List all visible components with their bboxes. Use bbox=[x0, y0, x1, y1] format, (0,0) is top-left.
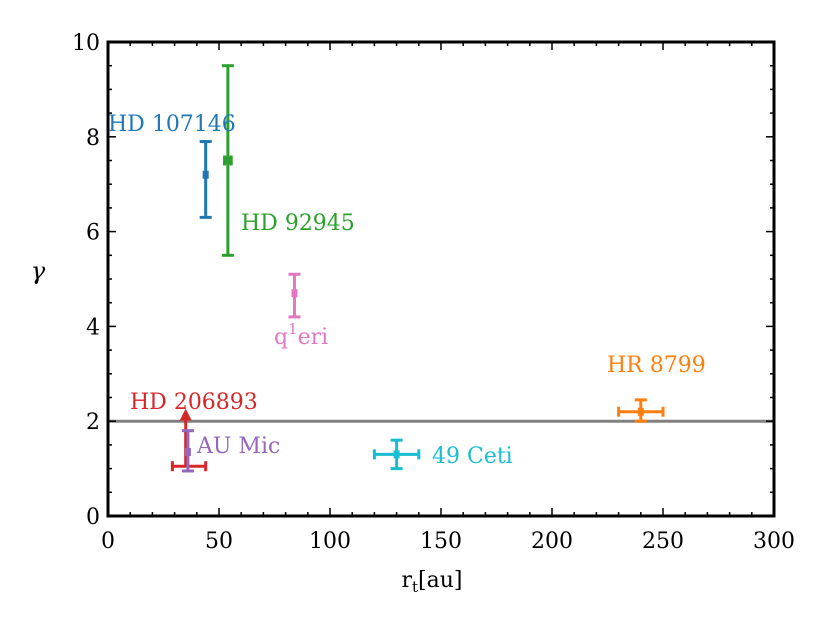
marker-49-ceti bbox=[393, 450, 400, 459]
label-49-ceti: 49 Ceti bbox=[432, 444, 513, 469]
marker-hd-107146 bbox=[202, 170, 209, 179]
label-au-mic: AU Mic bbox=[196, 434, 280, 459]
marker-au-mic bbox=[184, 448, 191, 457]
x-axis-label-unit: [au] bbox=[418, 568, 462, 593]
y-tick-label: 6 bbox=[86, 221, 100, 246]
marker-hr-8799 bbox=[637, 407, 644, 416]
y-tick-label: 8 bbox=[86, 126, 100, 151]
y-tick-label: 4 bbox=[86, 315, 100, 340]
x-tick-label: 200 bbox=[531, 529, 573, 554]
label-hd-107146: HD 107146 bbox=[108, 112, 236, 137]
point-hd-107146 bbox=[199, 140, 212, 219]
label-q1-eri-base: q bbox=[274, 325, 288, 350]
marker-hd-92945 bbox=[224, 156, 231, 165]
y-tick-label: 10 bbox=[72, 31, 100, 56]
x-tick-label: 0 bbox=[101, 529, 115, 554]
marker-q1-eri bbox=[291, 289, 298, 298]
y-axis-label: γ bbox=[31, 257, 46, 285]
y-tick-label: 0 bbox=[86, 505, 100, 530]
x-tick-label: 250 bbox=[642, 529, 684, 554]
x-tick-label: 150 bbox=[420, 529, 462, 554]
label-q1-eri: q1eri bbox=[274, 320, 328, 350]
lower-limit-arrow-hd-206893 bbox=[179, 408, 192, 421]
label-hr-8799: HR 8799 bbox=[607, 353, 706, 378]
tick-layer bbox=[107, 41, 775, 517]
point-q1-eri bbox=[288, 272, 301, 319]
label-q1-eri-sup: 1 bbox=[288, 320, 298, 338]
data-layer bbox=[170, 64, 665, 473]
x-axis-label-main: r bbox=[401, 568, 412, 593]
point-49-ceti bbox=[372, 438, 421, 471]
y-tick-label: 2 bbox=[86, 410, 100, 435]
point-hd-92945 bbox=[221, 64, 234, 257]
x-tick-label: 50 bbox=[205, 529, 233, 554]
label-hd-206893: HD 206893 bbox=[130, 390, 258, 415]
x-axis-label: rt[au] bbox=[401, 568, 462, 596]
point-hr-8799 bbox=[617, 398, 665, 423]
label-q1-eri-rest: eri bbox=[298, 325, 329, 350]
label-layer: 0 50 100 150 200 250 300 0 2 4 6 8 10 bbox=[72, 31, 795, 554]
x-axis-label-sub: t bbox=[412, 578, 418, 596]
x-tick-label: 100 bbox=[309, 529, 351, 554]
x-tick-label: 300 bbox=[753, 529, 795, 554]
label-hd-92945: HD 92945 bbox=[241, 211, 355, 236]
point-au-mic bbox=[181, 429, 194, 473]
